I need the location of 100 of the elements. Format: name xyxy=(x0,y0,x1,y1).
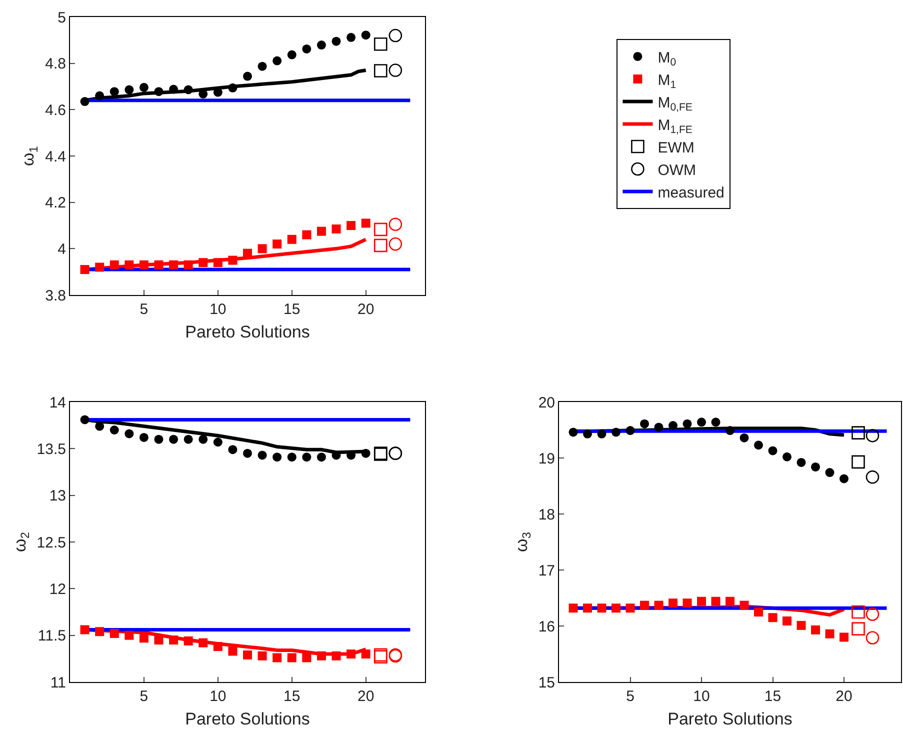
y-tick-label: 11 xyxy=(50,674,66,692)
point xyxy=(682,598,692,608)
point xyxy=(768,613,778,622)
point xyxy=(154,434,164,444)
point xyxy=(668,421,678,430)
x-tick-label: 20 xyxy=(357,688,374,705)
point xyxy=(213,258,222,268)
x-tick-label: 15 xyxy=(284,688,300,705)
point xyxy=(287,234,296,244)
point xyxy=(124,260,134,270)
y-tick-label: 16 xyxy=(538,618,555,636)
x-tick-label: 5 xyxy=(626,688,634,705)
point xyxy=(272,452,282,462)
point xyxy=(361,218,370,228)
point xyxy=(184,260,193,270)
point xyxy=(184,434,193,444)
point xyxy=(302,230,312,240)
point xyxy=(654,422,664,432)
legend-label: measured xyxy=(658,184,724,202)
point xyxy=(711,596,720,606)
point xyxy=(228,83,238,92)
point xyxy=(361,650,370,658)
point xyxy=(287,452,296,462)
point xyxy=(139,634,148,643)
point xyxy=(782,452,792,462)
point xyxy=(682,419,692,428)
x-tick-label: 20 xyxy=(836,688,852,705)
x-tick-label: 10 xyxy=(693,688,710,705)
point xyxy=(332,224,341,234)
legend-label: M$_{0,FE}$ xyxy=(658,94,692,114)
x-tick-label: 10 xyxy=(210,688,226,705)
point xyxy=(95,627,104,636)
point xyxy=(626,426,635,436)
point xyxy=(597,604,606,613)
point xyxy=(258,450,267,460)
legend-label: M$_{1}$ xyxy=(658,72,676,91)
point xyxy=(110,628,119,638)
point xyxy=(80,415,90,424)
point xyxy=(272,653,282,662)
point xyxy=(213,642,222,652)
point xyxy=(228,646,238,656)
point xyxy=(697,596,706,606)
point xyxy=(316,226,326,236)
point xyxy=(597,429,606,438)
point xyxy=(612,428,620,437)
y-tick-label: 4.4 xyxy=(45,148,66,166)
point xyxy=(95,91,104,100)
point xyxy=(302,452,312,462)
point xyxy=(169,434,178,444)
point xyxy=(626,604,635,613)
point xyxy=(768,446,778,456)
point xyxy=(184,636,193,646)
point xyxy=(640,600,649,610)
point xyxy=(80,625,90,634)
legend-label: EWM xyxy=(658,139,694,156)
point xyxy=(169,260,178,270)
point xyxy=(198,434,208,444)
y-tick-label: 17 xyxy=(538,562,555,580)
y-tick-label: 11.5 xyxy=(38,628,66,645)
point xyxy=(80,265,90,274)
y-tick-label: 5 xyxy=(58,9,66,26)
point xyxy=(697,418,706,427)
y-tick-label: 12 xyxy=(49,580,66,598)
point xyxy=(668,598,678,608)
point xyxy=(243,448,252,458)
point xyxy=(302,44,312,54)
point xyxy=(258,244,267,254)
point xyxy=(568,604,578,613)
point xyxy=(287,50,296,60)
point xyxy=(243,72,252,81)
point xyxy=(154,260,164,270)
y-tick-label: 14 xyxy=(49,394,66,412)
y-tick-label: 13.5 xyxy=(36,440,66,458)
y-tick-label: 4.2 xyxy=(45,194,66,212)
point xyxy=(272,56,282,66)
point xyxy=(583,429,592,438)
x-tick-label: 20 xyxy=(357,301,374,318)
y-tick-label: 4 xyxy=(58,240,66,258)
point xyxy=(258,62,267,71)
y-tick-label: 15 xyxy=(538,674,555,692)
point xyxy=(754,440,763,450)
point xyxy=(95,262,104,272)
y-tick-label: 4.6 xyxy=(45,102,66,119)
point xyxy=(243,650,252,660)
y-tick-label: 13 xyxy=(49,488,66,505)
point xyxy=(740,600,749,610)
point xyxy=(612,604,620,613)
point xyxy=(711,418,720,427)
point xyxy=(316,651,326,660)
x-axis-title: Pareto Solutions xyxy=(185,322,310,342)
point xyxy=(110,87,119,96)
point xyxy=(568,428,578,437)
y-tick-label: 3.8 xyxy=(45,287,66,304)
point xyxy=(740,433,749,442)
point xyxy=(272,240,282,249)
y-tick-label: 12.5 xyxy=(36,534,66,552)
point xyxy=(346,221,356,230)
x-tick-label: 15 xyxy=(284,301,300,318)
x-tick-label: 10 xyxy=(210,301,226,318)
point xyxy=(654,600,664,610)
